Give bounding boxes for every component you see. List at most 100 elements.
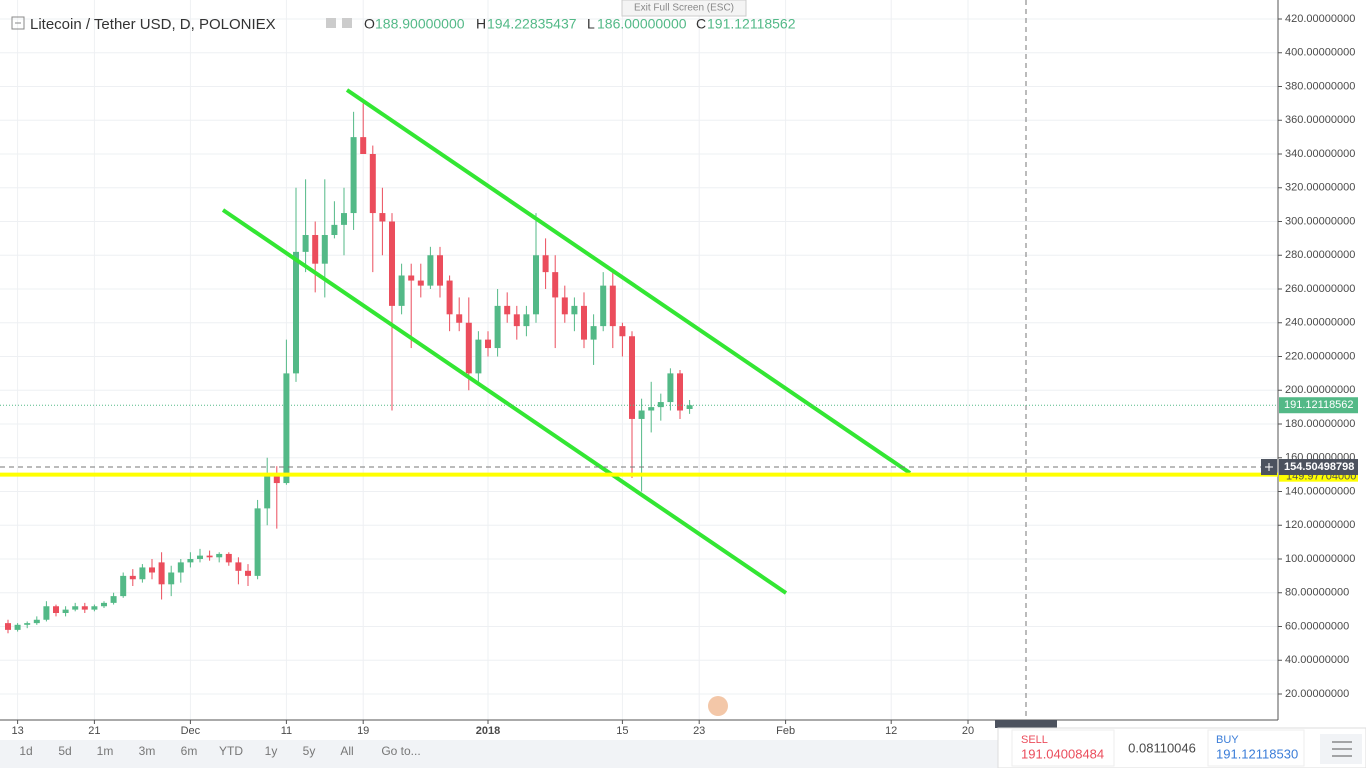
close-value: 191.12118562 bbox=[707, 16, 796, 32]
y-tick-label: 240.00000000 bbox=[1285, 317, 1355, 329]
candle-body bbox=[427, 255, 434, 286]
toolbar-label: 1y bbox=[265, 744, 278, 758]
y-tick-label: 420.00000000 bbox=[1285, 13, 1355, 25]
low-value: 186.00000000 bbox=[597, 16, 687, 32]
toolbar bbox=[0, 740, 1000, 768]
close-label: C bbox=[696, 16, 706, 32]
candle-body bbox=[417, 280, 424, 286]
crosshair-box bbox=[1279, 459, 1358, 476]
candle-body bbox=[552, 272, 559, 298]
menu-icon bbox=[1332, 741, 1352, 757]
candle-body bbox=[600, 285, 607, 327]
x-tick-label: 13 bbox=[11, 725, 23, 737]
candle-body bbox=[379, 213, 386, 222]
marks bbox=[5, 103, 693, 634]
sell-label: SELL bbox=[1021, 734, 1048, 746]
y-tick-label: 140.00000000 bbox=[1285, 485, 1355, 497]
toolbar-label: 1m bbox=[97, 744, 114, 758]
collapse-button[interactable] bbox=[11, 16, 25, 30]
open-value: 188.90000000 bbox=[375, 16, 465, 32]
y-tick-label: 80.00000000 bbox=[1285, 587, 1349, 599]
candle-body bbox=[149, 567, 155, 573]
last-price-box bbox=[1279, 397, 1358, 414]
last-price-label: 191.12118562 bbox=[1284, 399, 1354, 411]
candle-body bbox=[158, 562, 165, 585]
buy-button[interactable] bbox=[1207, 729, 1305, 767]
low-label: L bbox=[587, 16, 595, 32]
toolbar-label: 1d bbox=[19, 744, 32, 758]
candle-body bbox=[120, 575, 127, 597]
y-tick-label: 300.00000000 bbox=[1285, 215, 1355, 227]
y-tick-label: 180.00000000 bbox=[1285, 418, 1355, 430]
candle-body bbox=[456, 314, 463, 323]
y-tick-label: 60.00000000 bbox=[1285, 620, 1349, 632]
candle-body bbox=[360, 137, 367, 154]
candle-body bbox=[254, 508, 261, 576]
candle-body bbox=[581, 305, 587, 340]
x-tick-label: 11 bbox=[281, 725, 292, 737]
x-tick-label: 2018 bbox=[476, 725, 500, 737]
candle-body bbox=[571, 305, 578, 315]
trend-line-lower[interactable] bbox=[221, 208, 788, 595]
candle-body bbox=[331, 224, 338, 235]
y-tick-label: 340.00000000 bbox=[1285, 148, 1355, 160]
candle-body bbox=[485, 339, 491, 349]
candle-body bbox=[648, 407, 655, 411]
y-tick-label: 380.00000000 bbox=[1285, 80, 1355, 92]
candle-body bbox=[43, 606, 50, 620]
candle-body bbox=[513, 314, 520, 327]
close-icon[interactable] bbox=[342, 18, 352, 28]
candle-body bbox=[561, 297, 568, 315]
candle-body bbox=[177, 562, 184, 573]
candle-body bbox=[53, 606, 59, 613]
buy-label: BUY bbox=[1216, 734, 1239, 746]
candle-body bbox=[504, 305, 511, 315]
candle-body bbox=[312, 235, 319, 264]
x-tick-label: Dec bbox=[181, 725, 201, 737]
candle-body bbox=[91, 606, 98, 610]
candle-body bbox=[686, 405, 693, 409]
candle-body bbox=[389, 221, 395, 306]
sell-button[interactable] bbox=[1011, 729, 1115, 767]
candle-body bbox=[619, 326, 626, 337]
candle-body bbox=[216, 553, 223, 558]
x-tick-label: 15 bbox=[616, 725, 628, 737]
symbol-title: Litecoin / Tether USD, D, POLONIEX bbox=[30, 16, 276, 33]
settings-icon[interactable] bbox=[326, 18, 336, 28]
x-tick-label: 20 bbox=[962, 725, 974, 737]
x-tick-label: 12 bbox=[885, 725, 897, 737]
y-tick-label: 360.00000000 bbox=[1285, 114, 1355, 126]
candle-body bbox=[369, 154, 376, 214]
trend-line-upper[interactable] bbox=[345, 88, 912, 475]
toolbar-buttons: 1d 5d 1m 3m 6m YTD 1y 5y All Go to... bbox=[19, 744, 420, 758]
x-tick-label: 21 bbox=[88, 725, 100, 737]
candle-body bbox=[5, 623, 11, 630]
candle-body bbox=[465, 322, 472, 374]
y-tick-label: 400.00000000 bbox=[1285, 47, 1355, 59]
candle-body bbox=[110, 596, 117, 603]
candle-body bbox=[533, 255, 539, 315]
tooltip-text: Exit Full Screen (ESC) bbox=[634, 3, 734, 14]
y-tick-label: 320.00000000 bbox=[1285, 182, 1355, 194]
toolbar-label: YTD bbox=[219, 744, 243, 758]
grid: 20.00000000 40.00000000 60.00000000 80.0000… bbox=[0, 0, 1355, 737]
y-tick-label: 100.00000000 bbox=[1285, 553, 1355, 565]
candle-body bbox=[523, 314, 530, 327]
candle-body bbox=[494, 305, 501, 349]
crosshair-plus-icon bbox=[1265, 463, 1273, 472]
candle-body bbox=[72, 606, 79, 610]
toolbar-label: 3m bbox=[139, 744, 156, 758]
candle-body bbox=[264, 474, 271, 509]
candle-body bbox=[657, 402, 664, 408]
y-tick-label: 200.00000000 bbox=[1285, 384, 1355, 396]
candle-body bbox=[245, 570, 251, 576]
candle-body bbox=[206, 555, 213, 558]
open-label: O bbox=[364, 16, 375, 32]
crosshair-label: 154.50498798 bbox=[1284, 461, 1354, 473]
candle-body bbox=[408, 275, 415, 281]
candle-body bbox=[62, 609, 69, 613]
high-value: 194.22835437 bbox=[487, 16, 577, 32]
